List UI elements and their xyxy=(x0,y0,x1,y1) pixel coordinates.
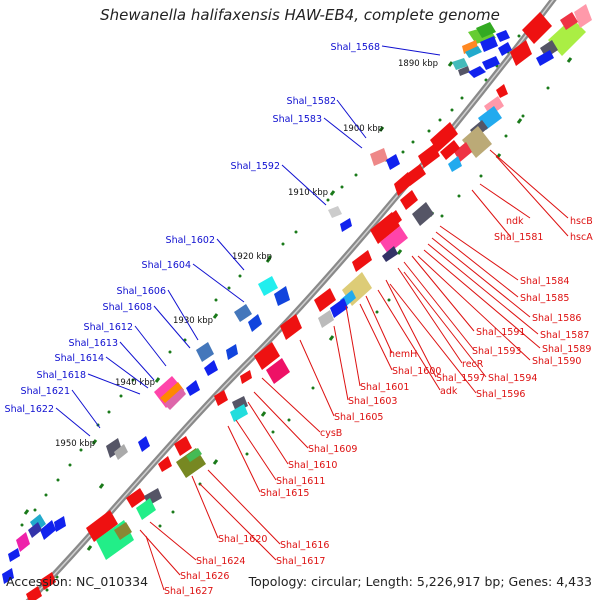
tick-label-1900: 1900 kbp xyxy=(343,124,383,134)
gene-label: adk xyxy=(440,386,458,397)
tick-label-1920: 1920 kbp xyxy=(232,252,272,262)
left-leader-lines xyxy=(55,45,441,437)
gene-label: hscA xyxy=(570,232,593,243)
accession-label: Accession: NC_010334 xyxy=(6,574,149,589)
gene-label: Shal_1592 xyxy=(231,161,280,172)
gene-label: Shal_1596 xyxy=(476,389,525,400)
tick-label-1910: 1910 kbp xyxy=(288,188,328,198)
gene-label: Shal_1587 xyxy=(540,330,589,341)
forward-strand-features xyxy=(2,22,512,584)
gene-label: Shal_1601 xyxy=(360,382,409,393)
gene-label: Shal_1602 xyxy=(166,235,215,246)
gene-label: hemH xyxy=(389,349,417,360)
gene-label: ndk xyxy=(506,216,524,227)
right-leader-lines xyxy=(139,149,569,591)
gene-label: Shal_1594 xyxy=(488,373,537,384)
gene-label: Shal_1615 xyxy=(260,488,309,499)
page-title: Shewanella halifaxensis HAW-EB4, complet… xyxy=(100,6,500,24)
gene-label: Shal_1609 xyxy=(308,444,357,455)
gene-label: recR xyxy=(462,359,484,370)
gene-label: Shal_1591 xyxy=(476,327,525,338)
gene-label: Shal_1612 xyxy=(84,322,133,333)
gene-label: Shal_1589 xyxy=(542,344,591,355)
gene-label: Shal_1613 xyxy=(69,338,118,349)
dotted-reference-arcs xyxy=(20,34,550,592)
left-gene-labels: Shal_1568 Shal_1582 Shal_1583 Shal_1592 … xyxy=(5,42,380,415)
gene-label: Shal_1620 xyxy=(218,534,267,545)
gene-label: Shal_1626 xyxy=(180,571,229,582)
gene-label: Shal_1621 xyxy=(21,386,70,397)
right-gene-labels: hscB ndk hscA Shal_1581 Shal_1584 Shal_1… xyxy=(164,216,593,597)
gene-label: Shal_1618 xyxy=(37,370,86,381)
gene-label: Shal_1627 xyxy=(164,586,213,597)
gene-label: Shal_1616 xyxy=(280,540,329,551)
genome-summary: Topology: circular; Length: 5,226,917 bp… xyxy=(248,574,592,589)
gene-label: Shal_1585 xyxy=(520,293,569,304)
gene-label: Shal_1622 xyxy=(5,404,54,415)
gene-label: Shal_1610 xyxy=(288,460,337,471)
tick-label-1940: 1940 kbp xyxy=(115,378,155,388)
tick-label-1890: 1890 kbp xyxy=(398,59,438,69)
gene-label: Shal_1582 xyxy=(287,96,336,107)
gene-label: Shal_1608 xyxy=(103,302,152,313)
gene-label: Shal_1597 xyxy=(436,373,485,384)
gene-label: cysB xyxy=(320,428,342,439)
tick-label-1930: 1930 kbp xyxy=(173,316,213,326)
gene-label: Shal_1614 xyxy=(55,353,104,364)
gene-label: Shal_1586 xyxy=(532,313,581,324)
gene-label: Shal_1581 xyxy=(494,232,543,243)
gene-label: Shal_1605 xyxy=(334,412,383,423)
gene-label: Shal_1593 xyxy=(472,346,521,357)
gene-label: Shal_1584 xyxy=(520,276,569,287)
gene-label: Shal_1583 xyxy=(273,114,322,125)
gene-label: Shal_1617 xyxy=(276,556,325,567)
gene-label: Shal_1600 xyxy=(392,366,441,377)
tick-label-1950: 1950 kbp xyxy=(55,439,95,449)
gene-label: Shal_1606 xyxy=(117,286,166,297)
gene-label: Shal_1611 xyxy=(276,476,325,487)
gene-label: Shal_1590 xyxy=(532,356,581,367)
gene-label: Shal_1568 xyxy=(331,42,380,53)
gene-label: Shal_1603 xyxy=(348,396,397,407)
tick-labels: 1890 kbp 1900 kbp 1910 kbp 1920 kbp 1930… xyxy=(55,59,438,449)
gene-label: hscB xyxy=(570,216,593,227)
gene-label: Shal_1604 xyxy=(142,260,191,271)
gene-label: Shal_1624 xyxy=(196,556,245,567)
reverse-strand-features xyxy=(26,4,592,604)
